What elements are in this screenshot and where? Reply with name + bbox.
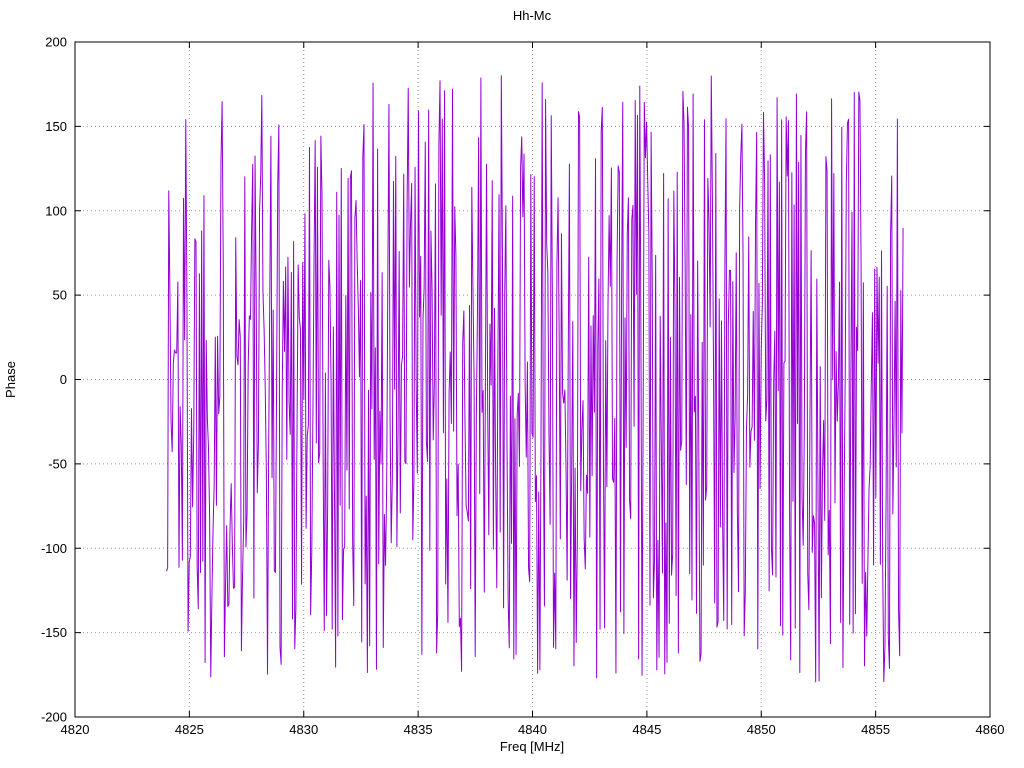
y-tick-label: 150 bbox=[45, 119, 67, 134]
x-tick-label: 4820 bbox=[61, 722, 90, 737]
y-tick-label: -50 bbox=[48, 456, 67, 471]
y-axis-label: Phase bbox=[3, 361, 18, 398]
y-tick-label: 200 bbox=[45, 35, 67, 50]
y-tick-label: -100 bbox=[41, 541, 67, 556]
x-tick-label: 4830 bbox=[289, 722, 318, 737]
y-tick-label: 100 bbox=[45, 203, 67, 218]
y-tick-label: -150 bbox=[41, 625, 67, 640]
x-tick-label: 4840 bbox=[518, 722, 547, 737]
x-tick-label: 4855 bbox=[861, 722, 890, 737]
x-tick-label: 4850 bbox=[747, 722, 776, 737]
axis-ticks bbox=[74, 41, 991, 718]
y-tick-label: -200 bbox=[41, 710, 67, 725]
x-tick-label: 4845 bbox=[632, 722, 661, 737]
y-tick-label: 50 bbox=[53, 288, 67, 303]
tick-labels: 4820 4825 4830 4835 4840 4845 4850 4855 4860 -200… bbox=[41, 35, 1004, 738]
phase-polyline bbox=[166, 75, 904, 683]
x-tick-label: 4825 bbox=[175, 722, 204, 737]
phase-series bbox=[166, 75, 904, 683]
x-tick-label: 4860 bbox=[976, 722, 1005, 737]
y-tick-label: 0 bbox=[60, 372, 67, 387]
x-axis-label: Freq [MHz] bbox=[500, 739, 564, 754]
plot-title: Hh-Mc bbox=[513, 8, 552, 23]
x-tick-label: 4835 bbox=[404, 722, 433, 737]
